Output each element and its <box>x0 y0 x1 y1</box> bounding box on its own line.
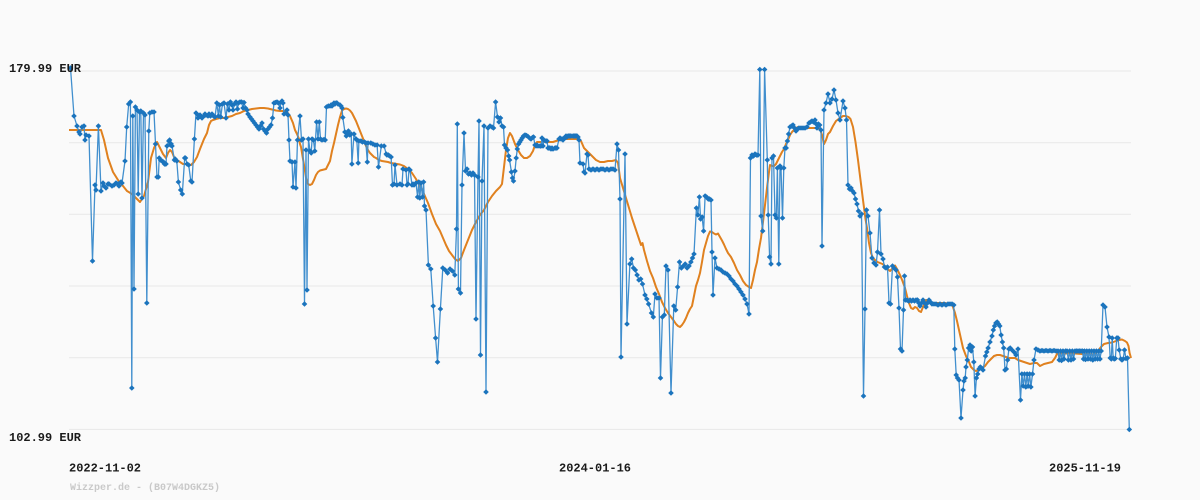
svg-text:2025-11-19: 2025-11-19 <box>1049 462 1121 476</box>
svg-text:179.99 EUR: 179.99 EUR <box>9 62 82 76</box>
svg-text:2024-01-16: 2024-01-16 <box>559 462 631 476</box>
svg-text:Wizzper.de - (B07W4DGKZ5): Wizzper.de - (B07W4DGKZ5) <box>70 482 220 494</box>
svg-text:102.99 EUR: 102.99 EUR <box>9 431 82 445</box>
svg-text:2022-11-02: 2022-11-02 <box>69 462 141 476</box>
